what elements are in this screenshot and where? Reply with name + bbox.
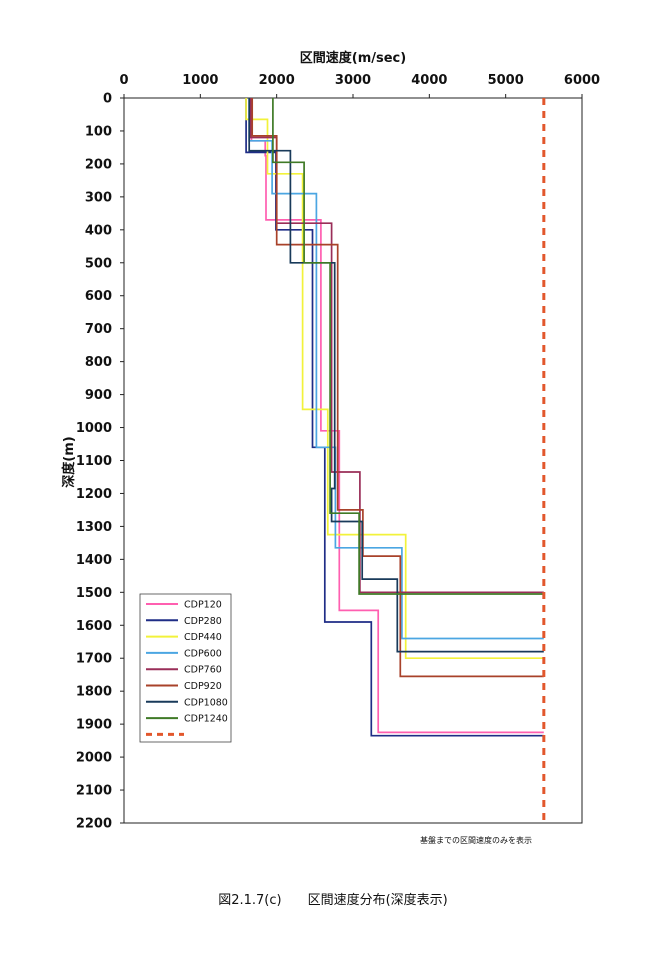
y-tick-label: 100 [85, 124, 112, 139]
chart-title: 区間速度(m/sec) [300, 50, 406, 66]
x-tick-label: 0 [119, 73, 128, 88]
series-line-cdp600 [248, 98, 544, 640]
y-tick-label: 2100 [76, 784, 112, 799]
y-tick-label: 2000 [76, 751, 112, 766]
y-tick-label: 1000 [76, 421, 112, 436]
y-tick-label: 800 [85, 355, 112, 370]
y-tick-label: 2200 [76, 817, 112, 832]
series-line-cdp440 [245, 98, 544, 660]
y-tick-label: 200 [85, 157, 112, 172]
y-tick-label: 1500 [76, 586, 112, 601]
x-tick-label: 4000 [411, 73, 447, 88]
y-tick-label: 300 [85, 190, 112, 205]
y-tick-label: 1900 [76, 718, 112, 733]
legend-label: CDP120 [184, 600, 222, 611]
legend-label: CDP1240 [184, 714, 228, 725]
y-tick-label: 1600 [76, 619, 112, 634]
y-tick-label: 600 [85, 289, 112, 304]
y-tick-label: 0 [103, 92, 112, 107]
y-tick-label: 1400 [76, 553, 112, 568]
y-tick-label: 400 [85, 223, 112, 238]
plot-area: 0 1000 2000 3000 4000 5000 6000 0 100 200 300 400 50… [76, 73, 600, 832]
annotation-note: 基盤までの区間速度のみを表示 [420, 835, 532, 845]
x-tick-label: 6000 [564, 73, 600, 88]
y-tick-label: 1300 [76, 520, 112, 535]
y-tick-label: 900 [85, 388, 112, 403]
series-line-cdp1240 [272, 98, 544, 595]
figure-caption: 図2.1.7(c) 区間速度分布(深度表示) [218, 893, 448, 908]
x-tick-label: 2000 [259, 73, 295, 88]
x-tick-label: 1000 [182, 73, 218, 88]
legend-label: CDP760 [184, 665, 222, 676]
y-tick-label: 1700 [76, 652, 112, 667]
legend-label: CDP280 [184, 616, 222, 627]
legend-label: CDP920 [184, 681, 222, 692]
legend: CDP120 CDP280 CDP440 CDP600 CDP760 CDP920 CDP1… [139, 593, 232, 743]
series-line-cdp920 [251, 98, 544, 678]
x-tick-label: 3000 [335, 73, 371, 88]
x-tick-label: 5000 [488, 73, 524, 88]
series-line-cdp1080 [248, 98, 544, 653]
legend-label: CDP1080 [184, 697, 228, 708]
y-axis-label: 深度(m) [61, 436, 77, 487]
y-tick-label: 1800 [76, 685, 112, 700]
legend-label: CDP600 [184, 648, 222, 659]
y-tick-label: 700 [85, 322, 112, 337]
y-tick-label: 1100 [76, 454, 112, 469]
y-tick-label: 500 [85, 256, 112, 271]
legend-label: CDP440 [184, 632, 222, 643]
y-tick-label: 1200 [76, 487, 112, 502]
series-line-cdp280 [245, 98, 544, 737]
series-line-cdp760 [249, 98, 544, 594]
